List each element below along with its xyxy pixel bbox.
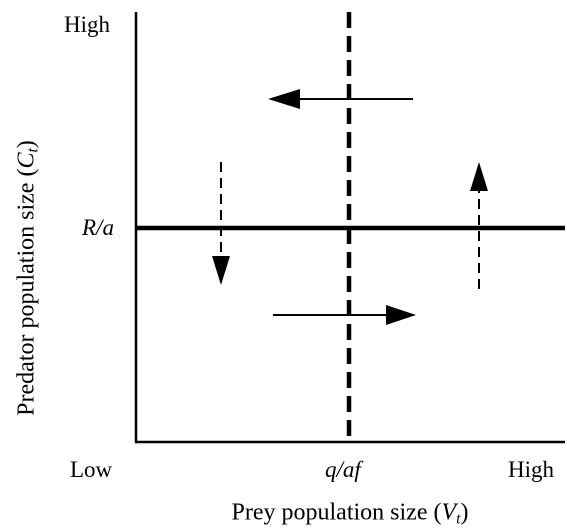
x-axis-title-text: Prey population size ( (231, 499, 442, 526)
arrow-right-up-head (470, 162, 488, 191)
predator-isocline-label: R/a (82, 215, 114, 240)
arrow-bottom-right-head (386, 305, 416, 325)
y-high-label: High (64, 12, 110, 37)
x-axis-title-sub: t (456, 510, 461, 528)
x-low-label: Low (70, 457, 113, 482)
y-axis-title: Predator population size (Ct) (14, 140, 43, 416)
y-axis-title-close: ) (13, 140, 40, 149)
prey-isocline-label: q/af (325, 457, 361, 482)
y-axis-title-sub: t (24, 148, 42, 153)
y-axis-title-text: Predator population size ( (13, 168, 40, 416)
y-axis-title-var: C (13, 152, 40, 169)
x-axis-title-var: V (441, 499, 457, 526)
x-high-label: High (508, 457, 554, 482)
arrow-top-left-head (268, 89, 300, 109)
x-axis-title-close: ) (460, 499, 469, 526)
arrow-left-down-head (212, 256, 230, 285)
x-axis-title: Prey population size (Vt) (232, 500, 469, 529)
